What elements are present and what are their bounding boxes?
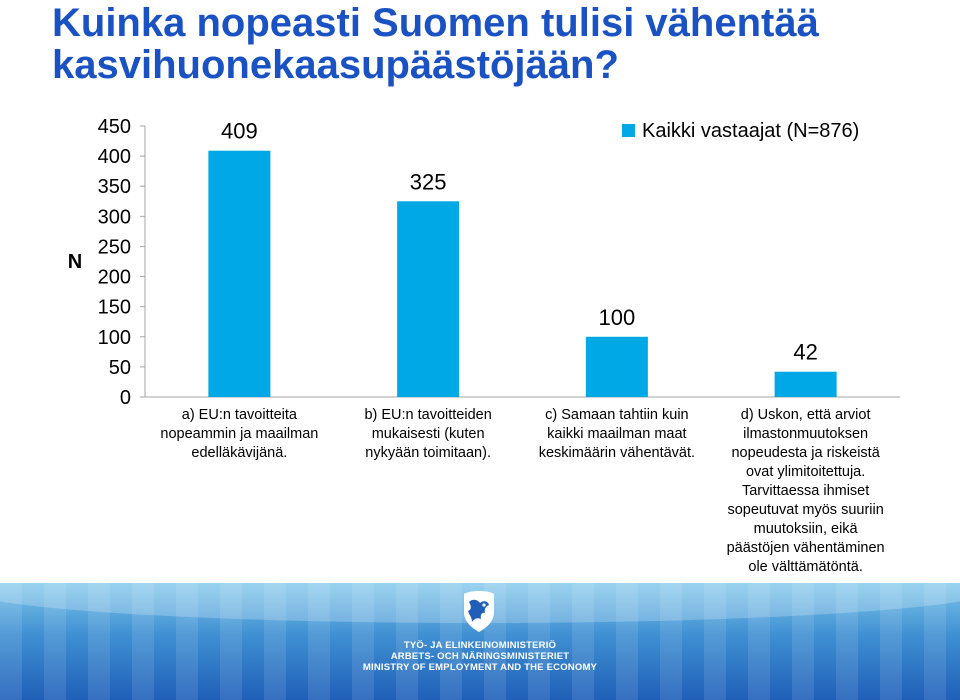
y-axis-label: N [68, 251, 82, 273]
category-label-2: b) EU:n tavoitteiden mukaisesti (kuten nyk… [364, 407, 491, 461]
legend-swatch [622, 124, 635, 137]
ministry-footer: TYÖ- JA ELINKEINOMINISTERIÖ ARBETS- OCH … [0, 583, 960, 700]
data-label-3: 100 [599, 305, 636, 330]
y-tick-label: 100 [98, 327, 131, 349]
y-tick-label: 50 [109, 357, 131, 379]
data-label-2: 325 [410, 169, 447, 194]
legend-label: Kaikki vastaajat (N=876) [642, 120, 859, 142]
bar-2 [397, 201, 460, 397]
category-label-4: d) Uskon, että arviot ilmastonmuutoksen no… [727, 407, 885, 575]
ministry-name: TYÖ- JA ELINKEINOMINISTERIÖ ARBETS- OCH … [320, 640, 640, 673]
finnish-lion-emblem-icon [464, 591, 494, 632]
y-tick-label: 350 [98, 176, 131, 198]
bar-4 [774, 371, 837, 397]
y-tick-label: 200 [98, 267, 131, 289]
bar-3 [585, 336, 648, 397]
y-tick-label: 300 [98, 206, 131, 228]
data-label-1: 409 [221, 119, 258, 144]
ministry-name-fi: TYÖ- JA ELINKEINOMINISTERIÖ [403, 640, 557, 651]
y-tick-label: 0 [120, 387, 131, 409]
data-label-4: 42 [793, 340, 817, 365]
slide-title: Kuinka nopeasti Suomen tulisi vähentää k… [52, 1, 819, 87]
ministry-name-sv: ARBETS- OCH NÄRINGSMINISTERIET [390, 651, 570, 662]
category-label-1: a) EU:n tavoitteita nopeammin ja maailman… [160, 407, 318, 461]
bar-1 [208, 150, 271, 397]
y-tick-label: 150 [98, 297, 131, 319]
ministry-name-en: MINISTRY OF EMPLOYMENT AND THE ECONOMY [362, 662, 598, 673]
category-label-3: c) Samaan tahtiin kuin kaikki maailman ma… [539, 407, 695, 461]
y-tick-label: 400 [98, 146, 131, 168]
bar-chart: 0 50 100 150 200 250 300 350 400 450 N 409 a) EU:n t… [68, 116, 900, 575]
y-tick-label: 450 [98, 116, 131, 138]
y-tick-label: 250 [98, 236, 131, 258]
